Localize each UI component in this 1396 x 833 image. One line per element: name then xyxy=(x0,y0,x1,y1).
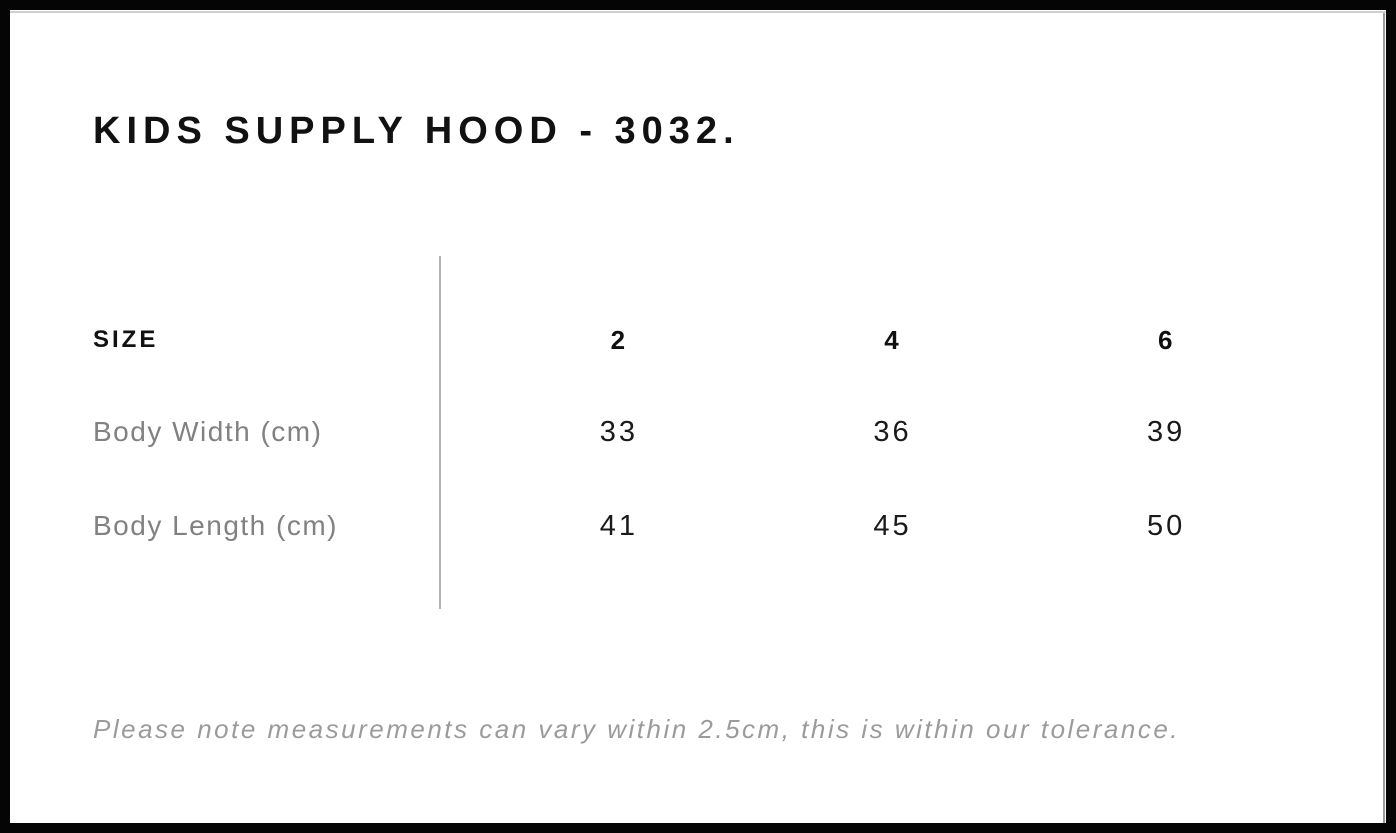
body-length-label: Body Length (cm) xyxy=(93,510,338,541)
top-edge-hairline xyxy=(10,11,1386,13)
body-length-size-4: 45 xyxy=(873,510,912,542)
body-width-size-6: 39 xyxy=(1147,416,1186,448)
size-option-6: 6 xyxy=(1157,325,1175,355)
body-width-size-4: 36 xyxy=(873,416,912,448)
size-option-2: 2 xyxy=(610,325,628,355)
size-options: 2 4 6 xyxy=(482,322,1303,358)
body-width-row: Body Width (cm) 33 36 39 xyxy=(0,414,1396,450)
body-width-size-2: 33 xyxy=(599,416,638,448)
product-title: KIDS SUPPLY HOOD - 3032. xyxy=(93,110,740,152)
table-vertical-divider xyxy=(439,256,441,609)
body-length-row: Body Length (cm) 41 45 50 xyxy=(0,508,1396,544)
body-length-size-2: 41 xyxy=(599,510,638,542)
tolerance-note: Please note measurements can vary within… xyxy=(93,714,1181,744)
body-length-values: 41 45 50 xyxy=(482,508,1303,544)
body-length-size-6: 50 xyxy=(1147,510,1186,542)
body-width-values: 33 36 39 xyxy=(482,414,1303,450)
right-edge-hairline xyxy=(1383,13,1385,823)
size-column-header: SIZE xyxy=(93,326,159,353)
size-option-4: 4 xyxy=(884,325,901,355)
size-header-row: SIZE 2 4 6 xyxy=(0,322,1396,358)
body-width-label: Body Width (cm) xyxy=(93,416,323,447)
